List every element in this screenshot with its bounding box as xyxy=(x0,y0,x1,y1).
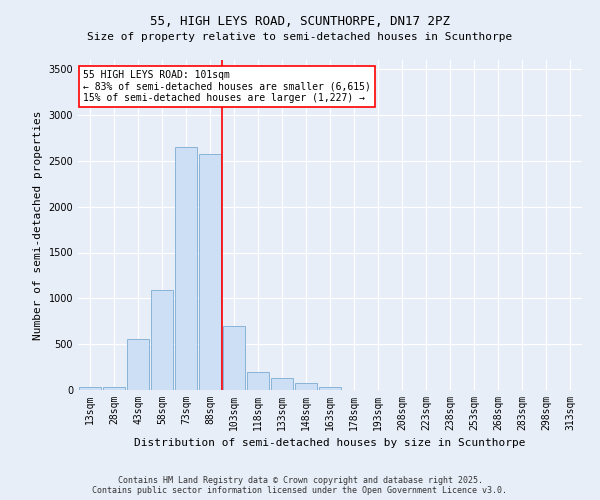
Bar xyxy=(79,387,101,390)
Y-axis label: Number of semi-detached properties: Number of semi-detached properties xyxy=(33,110,43,340)
Bar xyxy=(199,154,221,390)
Bar xyxy=(103,387,125,390)
Text: Size of property relative to semi-detached houses in Scunthorpe: Size of property relative to semi-detach… xyxy=(88,32,512,42)
Bar xyxy=(319,387,341,390)
Text: Contains HM Land Registry data © Crown copyright and database right 2025.
Contai: Contains HM Land Registry data © Crown c… xyxy=(92,476,508,495)
Bar xyxy=(295,382,317,390)
Bar xyxy=(271,378,293,390)
Text: 55, HIGH LEYS ROAD, SCUNTHORPE, DN17 2PZ: 55, HIGH LEYS ROAD, SCUNTHORPE, DN17 2PZ xyxy=(150,15,450,28)
Bar xyxy=(127,338,149,390)
Bar xyxy=(151,290,173,390)
Text: 55 HIGH LEYS ROAD: 101sqm
← 83% of semi-detached houses are smaller (6,615)
15% : 55 HIGH LEYS ROAD: 101sqm ← 83% of semi-… xyxy=(83,70,371,103)
X-axis label: Distribution of semi-detached houses by size in Scunthorpe: Distribution of semi-detached houses by … xyxy=(134,438,526,448)
Bar xyxy=(175,147,197,390)
Bar xyxy=(247,372,269,390)
Bar xyxy=(223,326,245,390)
